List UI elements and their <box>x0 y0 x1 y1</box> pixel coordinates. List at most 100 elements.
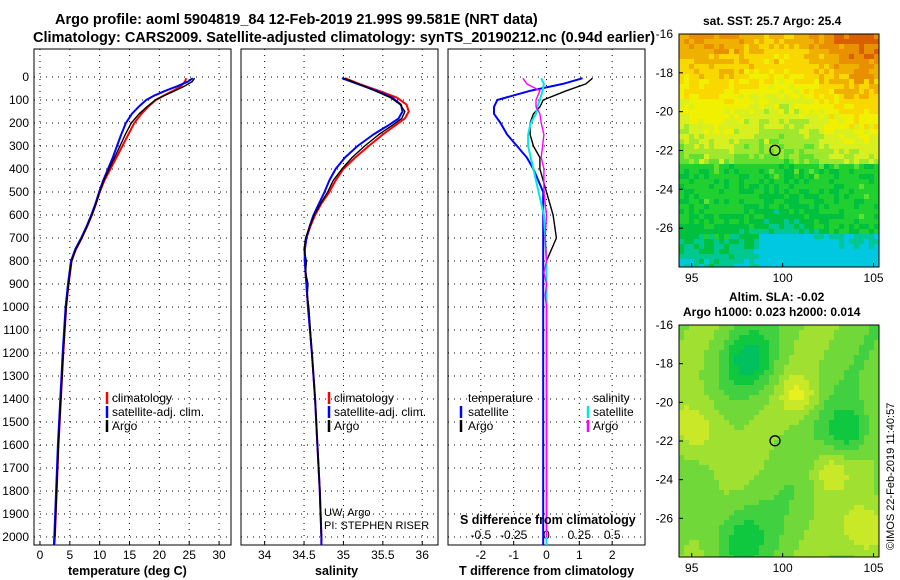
heatmap-cell <box>749 360 755 366</box>
heatmap-cell <box>819 214 825 220</box>
heatmap-cell <box>869 485 875 491</box>
heatmap-cell <box>704 510 710 516</box>
heatmap-cell <box>729 249 735 255</box>
heatmap-cell <box>754 440 760 446</box>
heatmap-cell <box>869 455 875 461</box>
depth-tick-label: 900 <box>9 277 29 291</box>
heatmap-cell <box>734 109 740 115</box>
heatmap-cell <box>789 54 795 60</box>
heatmap-cell <box>814 350 820 356</box>
heatmap-cell <box>749 535 755 541</box>
heatmap-cell <box>799 164 805 170</box>
heatmap-cell <box>814 109 820 115</box>
heatmap-cell <box>744 440 750 446</box>
heatmap-cell <box>829 415 835 421</box>
heatmap-cell <box>764 189 770 195</box>
heatmap-cell <box>814 490 820 496</box>
heatmap-cell <box>704 455 710 461</box>
heatmap-cell <box>684 44 690 50</box>
heatmap-cell <box>869 440 875 446</box>
heatmap-cell <box>829 350 835 356</box>
heatmap-cell <box>844 350 850 356</box>
heatmap-cell <box>829 124 835 130</box>
heatmap-cell <box>819 39 825 45</box>
heatmap-cell <box>844 264 850 268</box>
heatmap-cell <box>849 224 855 230</box>
heatmap-cell <box>679 164 685 170</box>
heatmap-cell <box>804 455 810 461</box>
heatmap-cell <box>869 194 875 200</box>
heatmap-cell <box>814 114 820 120</box>
heatmap-cell <box>709 144 715 150</box>
heatmap-cell <box>824 480 830 486</box>
heatmap-cell <box>679 520 685 526</box>
heatmap-cell <box>819 455 825 461</box>
heatmap-cell <box>694 159 700 165</box>
heatmap-cell <box>774 470 780 476</box>
heatmap-cell <box>744 400 750 406</box>
heatmap-cell <box>864 515 870 521</box>
heatmap-cell <box>764 254 770 260</box>
heatmap-cell <box>759 515 765 521</box>
heatmap-cell <box>679 204 685 210</box>
heatmap-cell <box>864 164 870 170</box>
heatmap-cell <box>694 249 700 255</box>
heatmap-cell <box>754 129 760 135</box>
heatmap-cell <box>794 350 800 356</box>
heatmap-cell <box>749 34 755 40</box>
heatmap-cell <box>709 109 715 115</box>
heatmap-cell <box>864 540 870 546</box>
heatmap-cell <box>809 99 815 105</box>
heatmap-cell <box>819 430 825 436</box>
heatmap-cell <box>809 430 815 436</box>
heatmap-cell <box>819 500 825 506</box>
heatmap-cell <box>804 360 810 366</box>
heatmap-cell <box>774 435 780 441</box>
heatmap-cell <box>809 144 815 150</box>
heatmap-cell <box>739 425 745 431</box>
heatmap-cell <box>739 420 745 426</box>
heatmap-cell <box>859 355 865 361</box>
heatmap-cell <box>724 545 730 551</box>
heatmap-cell <box>849 540 855 546</box>
heatmap-cell <box>774 425 780 431</box>
heatmap-cell <box>864 119 870 125</box>
heatmap-cell <box>744 465 750 471</box>
heatmap-cell <box>734 385 740 391</box>
heatmap-cell <box>849 440 855 446</box>
heatmap-cell <box>759 545 765 551</box>
heatmap-cell <box>819 119 825 125</box>
heatmap-cell <box>819 370 825 376</box>
heatmap-cell <box>809 490 815 496</box>
heatmap-cell <box>684 149 690 155</box>
heatmap-cell <box>819 530 825 536</box>
heatmap-cell <box>719 395 725 401</box>
heatmap-cell <box>764 164 770 170</box>
heatmap-cell <box>809 395 815 401</box>
heatmap-cell <box>869 515 875 521</box>
heatmap-cell <box>784 229 790 235</box>
heatmap-cell <box>804 124 810 130</box>
heatmap-cell <box>734 229 740 235</box>
heatmap-cell <box>769 154 775 160</box>
heatmap-cell <box>764 550 770 556</box>
heatmap-cell <box>749 510 755 516</box>
heatmap-cell <box>684 189 690 195</box>
heatmap-cell <box>724 159 730 165</box>
heatmap-cell <box>774 485 780 491</box>
heatmap-cell <box>834 119 840 125</box>
heatmap-cell <box>824 174 830 180</box>
heatmap-cell <box>709 555 715 558</box>
heatmap-cell <box>809 330 815 336</box>
heatmap-cell <box>694 229 700 235</box>
heatmap-cell <box>849 89 855 95</box>
heatmap-cell <box>699 119 705 125</box>
heatmap-cell <box>704 189 710 195</box>
heatmap-cell <box>764 485 770 491</box>
heatmap-cell <box>844 54 850 60</box>
heatmap-cell <box>864 490 870 496</box>
heatmap-cell <box>779 410 785 416</box>
heatmap-cell <box>839 510 845 516</box>
heatmap-cell <box>709 375 715 381</box>
heatmap-cell <box>829 119 835 125</box>
